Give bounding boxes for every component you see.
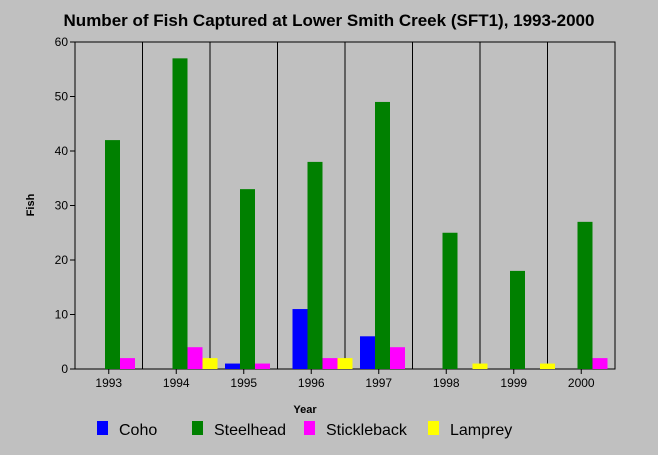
legend-swatch-stickleback bbox=[304, 421, 315, 435]
bar-steelhead-1996 bbox=[307, 161, 323, 369]
bar-steelhead-1995 bbox=[240, 189, 255, 369]
grid-lines bbox=[142, 42, 548, 369]
legend-swatch-steelhead bbox=[192, 421, 203, 435]
y-tick-label: 40 bbox=[55, 144, 69, 158]
bar-steelhead-1999 bbox=[510, 270, 525, 369]
bar-lamprey-1999 bbox=[540, 363, 555, 369]
bar-lamprey-1998 bbox=[472, 363, 488, 369]
chart-title: Number of Fish Captured at Lower Smith C… bbox=[63, 11, 595, 30]
x-tick-label: 2000 bbox=[568, 376, 595, 390]
x-ticks: 1993 1994 1995 1996 1997 1998 1999 2000 bbox=[95, 369, 595, 390]
bar-stickleback-1996 bbox=[322, 358, 338, 369]
x-tick-label: 1995 bbox=[230, 376, 257, 390]
bar-stickleback-1997 bbox=[390, 347, 405, 369]
y-tick-label: 50 bbox=[55, 90, 69, 104]
bar-steelhead-1994 bbox=[172, 58, 188, 369]
bar-steelhead-1997 bbox=[375, 101, 390, 369]
bar-stickleback-1993 bbox=[120, 358, 135, 369]
x-axis-title: Year bbox=[293, 404, 317, 416]
bar-coho-1995 bbox=[225, 363, 240, 369]
bar-coho-1996 bbox=[292, 309, 308, 369]
bar-stickleback-1995 bbox=[255, 363, 270, 369]
legend-label-coho: Coho bbox=[119, 422, 157, 439]
y-tick-label: 20 bbox=[55, 253, 69, 267]
y-tick-label: 0 bbox=[61, 362, 68, 376]
y-tick-label: 10 bbox=[55, 308, 69, 322]
bar-stickleback-2000 bbox=[592, 358, 608, 369]
legend-label-steelhead: Steelhead bbox=[214, 422, 286, 439]
bars bbox=[105, 58, 608, 369]
y-tick-label: 60 bbox=[55, 35, 69, 49]
x-tick-label: 1999 bbox=[500, 376, 527, 390]
legend: Coho Steelhead Stickleback Lamprey bbox=[97, 421, 512, 439]
legend-label-stickleback: Stickleback bbox=[326, 422, 408, 439]
x-tick-label: 1997 bbox=[365, 376, 392, 390]
bar-stickleback-1994 bbox=[187, 347, 203, 369]
bar-coho-1997 bbox=[360, 336, 375, 369]
bar-steelhead-1998 bbox=[442, 232, 458, 369]
x-tick-label: 1996 bbox=[298, 376, 325, 390]
x-tick-label: 1998 bbox=[433, 376, 460, 390]
bar-lamprey-1994 bbox=[202, 358, 218, 369]
x-tick-label: 1993 bbox=[95, 376, 122, 390]
bar-steelhead-1993 bbox=[105, 140, 120, 369]
y-tick-label: 30 bbox=[55, 199, 69, 213]
x-tick-label: 1994 bbox=[163, 376, 190, 390]
bar-lamprey-1996 bbox=[337, 358, 353, 369]
y-ticks: 0 10 20 30 40 50 60 bbox=[55, 35, 75, 376]
y-axis-title: Fish bbox=[25, 193, 37, 216]
legend-swatch-lamprey bbox=[428, 421, 439, 435]
bar-steelhead-2000 bbox=[577, 221, 593, 369]
legend-swatch-coho bbox=[97, 421, 108, 435]
legend-label-lamprey: Lamprey bbox=[450, 422, 512, 439]
